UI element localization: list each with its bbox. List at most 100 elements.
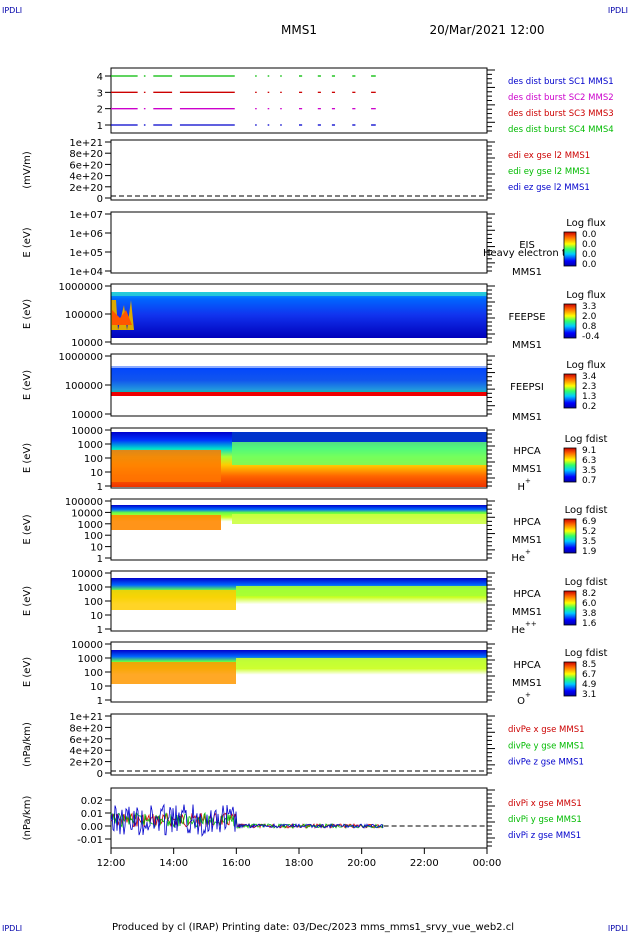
divpe-ytick-label: 2e+20 bbox=[69, 758, 103, 769]
feepse-ytick-label: 10000 bbox=[71, 338, 103, 349]
hpca_h-colorbar bbox=[563, 447, 577, 483]
feepsi-instrument-label: FEEPSI bbox=[510, 382, 544, 393]
divpe-legend-item: divPe z gse MMS1 bbox=[508, 758, 584, 768]
hpca_h-species-charge: + bbox=[525, 477, 531, 485]
hpca-o-late-band bbox=[236, 658, 487, 668]
burst-ytick-label: 1 bbox=[97, 121, 103, 132]
feepse-spectrogram bbox=[111, 292, 487, 338]
eis-colorbar-tick: 0.0 bbox=[582, 260, 597, 270]
hpca_o-colorbar-title: Log fdist bbox=[565, 648, 608, 659]
feepsi-colorbar-title: Log flux bbox=[566, 360, 606, 371]
hpca_h-colorbar-tick: 3.5 bbox=[582, 466, 596, 476]
divpe-ytick-label: 1e+21 bbox=[69, 712, 103, 723]
edi-ylabel: (mV/m) bbox=[22, 151, 33, 189]
time-tick-label: 18:00 bbox=[285, 858, 314, 869]
hpca_o-ytick-label: 1 bbox=[97, 696, 103, 707]
feepse-instrument-label: FEEPSE bbox=[508, 312, 545, 323]
hpca_hepp-ytick-label: 100 bbox=[84, 597, 103, 608]
hpca_o-species-label: O bbox=[517, 696, 525, 707]
edi-legend-item: edi ez gse l2 MMS1 bbox=[508, 183, 590, 193]
time-tick-label: 00:00 bbox=[473, 858, 502, 869]
panels-layer: 1 2 3 4 des dist burst SC1 MMS1 des dist burs… bbox=[22, 67, 614, 849]
hpca_h-ytick-label: 100 bbox=[84, 454, 103, 465]
footer-credit: Produced by cl (IRAP) Printing date: 03/… bbox=[112, 922, 514, 933]
hpca_hepp-colorbar-tick: 3.8 bbox=[582, 609, 597, 619]
eis-ytick-label: 1e+07 bbox=[69, 210, 103, 221]
burst-legend-item: des dist burst SC1 MMS1 bbox=[508, 77, 614, 87]
hpca_o-species-charge: + bbox=[525, 691, 531, 699]
hpca_hepp-ylabel: E (eV) bbox=[22, 586, 33, 616]
divpe-legend-item: divPe y gse MMS1 bbox=[508, 741, 585, 751]
hpca_h-colorbar-title: Log fdist bbox=[565, 434, 608, 445]
divpe-ytick-label: 8e+20 bbox=[69, 723, 103, 734]
feepse-colorbar-tick: 0.8 bbox=[582, 322, 597, 332]
eis-colorbar bbox=[563, 231, 577, 267]
hpca_h-colorbar-tick: 0.7 bbox=[582, 476, 596, 486]
burst-frame bbox=[110, 67, 488, 134]
hpca_o-ytick-label: 10000 bbox=[71, 640, 103, 651]
hpca_h-colorbar-tick: 9.1 bbox=[582, 446, 596, 456]
feepsi-ytick-label: 10000 bbox=[71, 410, 103, 421]
spectrogram-layer bbox=[111, 292, 487, 684]
feepsi-colorbar-tick: 1.3 bbox=[582, 392, 596, 402]
edi-ytick-label: 0 bbox=[97, 194, 103, 205]
eis-colorbar-tick: 0.0 bbox=[582, 230, 597, 240]
divpi-ytick-label: 0.00 bbox=[81, 822, 103, 833]
hpca_h-instrument-label: HPCA bbox=[513, 446, 541, 457]
time-tick-label: 20:00 bbox=[347, 858, 376, 869]
hpca_o-instrument-label: HPCA bbox=[513, 660, 541, 671]
hpca_hepp-ytick-label: 1 bbox=[97, 625, 103, 636]
eis-ytick-label: 1e+04 bbox=[69, 267, 103, 278]
header-mission: MMS1 bbox=[281, 23, 317, 37]
feepse-colorbar-tick: 3.3 bbox=[582, 302, 596, 312]
hpca_o-colorbar bbox=[563, 661, 577, 697]
corner-label-top-right: IPDLI bbox=[608, 6, 628, 15]
hpca_he-ytick-label: 10 bbox=[90, 543, 103, 554]
hpca_h-ytick-label: 10000 bbox=[71, 426, 103, 437]
hpca_hepp-instrument-label: HPCA bbox=[513, 589, 541, 600]
feepse-ytick-label: 1000000 bbox=[58, 282, 103, 293]
header-datetime: 20/Mar/2021 12:00 bbox=[430, 23, 545, 37]
hpca_o-colorbar-tick: 8.5 bbox=[582, 660, 596, 670]
hpca_he-ytick-label: 10000 bbox=[71, 508, 103, 519]
time-tick-label: 14:00 bbox=[159, 858, 188, 869]
hpca_he-colorbar-title: Log fdist bbox=[565, 505, 608, 516]
edi-legend-item: edi ey gse l2 MMS1 bbox=[508, 167, 590, 177]
burst-legend-item: des dist burst SC3 MMS3 bbox=[508, 109, 614, 119]
hpca_he-instrument-label: HPCA bbox=[513, 517, 541, 528]
hpca_hepp-ytick-label: 10000 bbox=[71, 569, 103, 580]
feepsi-ytick-label: 1000000 bbox=[58, 352, 103, 363]
hpca_hepp-species-charge: ++ bbox=[525, 620, 537, 628]
feepsi-colorbar-tick: 3.4 bbox=[582, 372, 597, 382]
divpe-frame bbox=[110, 713, 488, 776]
eis-colorbar-tick: 0.0 bbox=[582, 250, 597, 260]
feepse-ytick-label: 100000 bbox=[65, 310, 103, 321]
hpca_h-ytick-label: 1000 bbox=[78, 440, 103, 451]
panel-eis: 1e+07 1e+06 1e+05 1e+04 E (eV) EIS MMS1 Heavy e… bbox=[22, 210, 606, 278]
divpi-legend-item: divPi y gse MMS1 bbox=[508, 815, 582, 825]
feepsi-colorbar bbox=[563, 373, 577, 409]
hpca_o-spacecraft-label: MMS1 bbox=[512, 678, 542, 689]
divpi-ytick-label: 0.02 bbox=[81, 796, 103, 807]
divpe-ytick-label: 6e+20 bbox=[69, 735, 103, 746]
panel-hpca_hepp: 10000 1000 100 10 1 E (eV) HPCA MMS1 He++ Log fdi… bbox=[22, 569, 607, 636]
feepse-colorbar bbox=[563, 303, 577, 339]
feepse-colorbar-tick: -0.4 bbox=[582, 332, 600, 342]
hpca_he-ytick-label: 100 bbox=[84, 531, 103, 542]
hpca_he-ytick-label: 100000 bbox=[65, 497, 103, 508]
eis-ytick-label: 1e+06 bbox=[69, 229, 103, 240]
corner-label-bottom-left: IPDLI bbox=[2, 924, 22, 933]
time-axis: 12:00 14:00 16:00 18:00 20:00 22:00 00:00 bbox=[97, 848, 502, 869]
hpca-h-hot-region bbox=[111, 450, 221, 482]
feepsi-ytick-label: 100000 bbox=[65, 381, 103, 392]
edi-legend-item: edi ex gse l2 MMS1 bbox=[508, 151, 590, 161]
eis-colorbar-tick: 0.0 bbox=[582, 240, 597, 250]
hpca_o-ylabel: E (eV) bbox=[22, 657, 33, 687]
feepsi-noise-top bbox=[111, 360, 487, 368]
eis-overlay-label: Heavy electron to bbox=[483, 248, 572, 259]
hpca_h-colorbar-tick: 6.3 bbox=[582, 456, 596, 466]
feepsi-red-band bbox=[111, 392, 487, 396]
